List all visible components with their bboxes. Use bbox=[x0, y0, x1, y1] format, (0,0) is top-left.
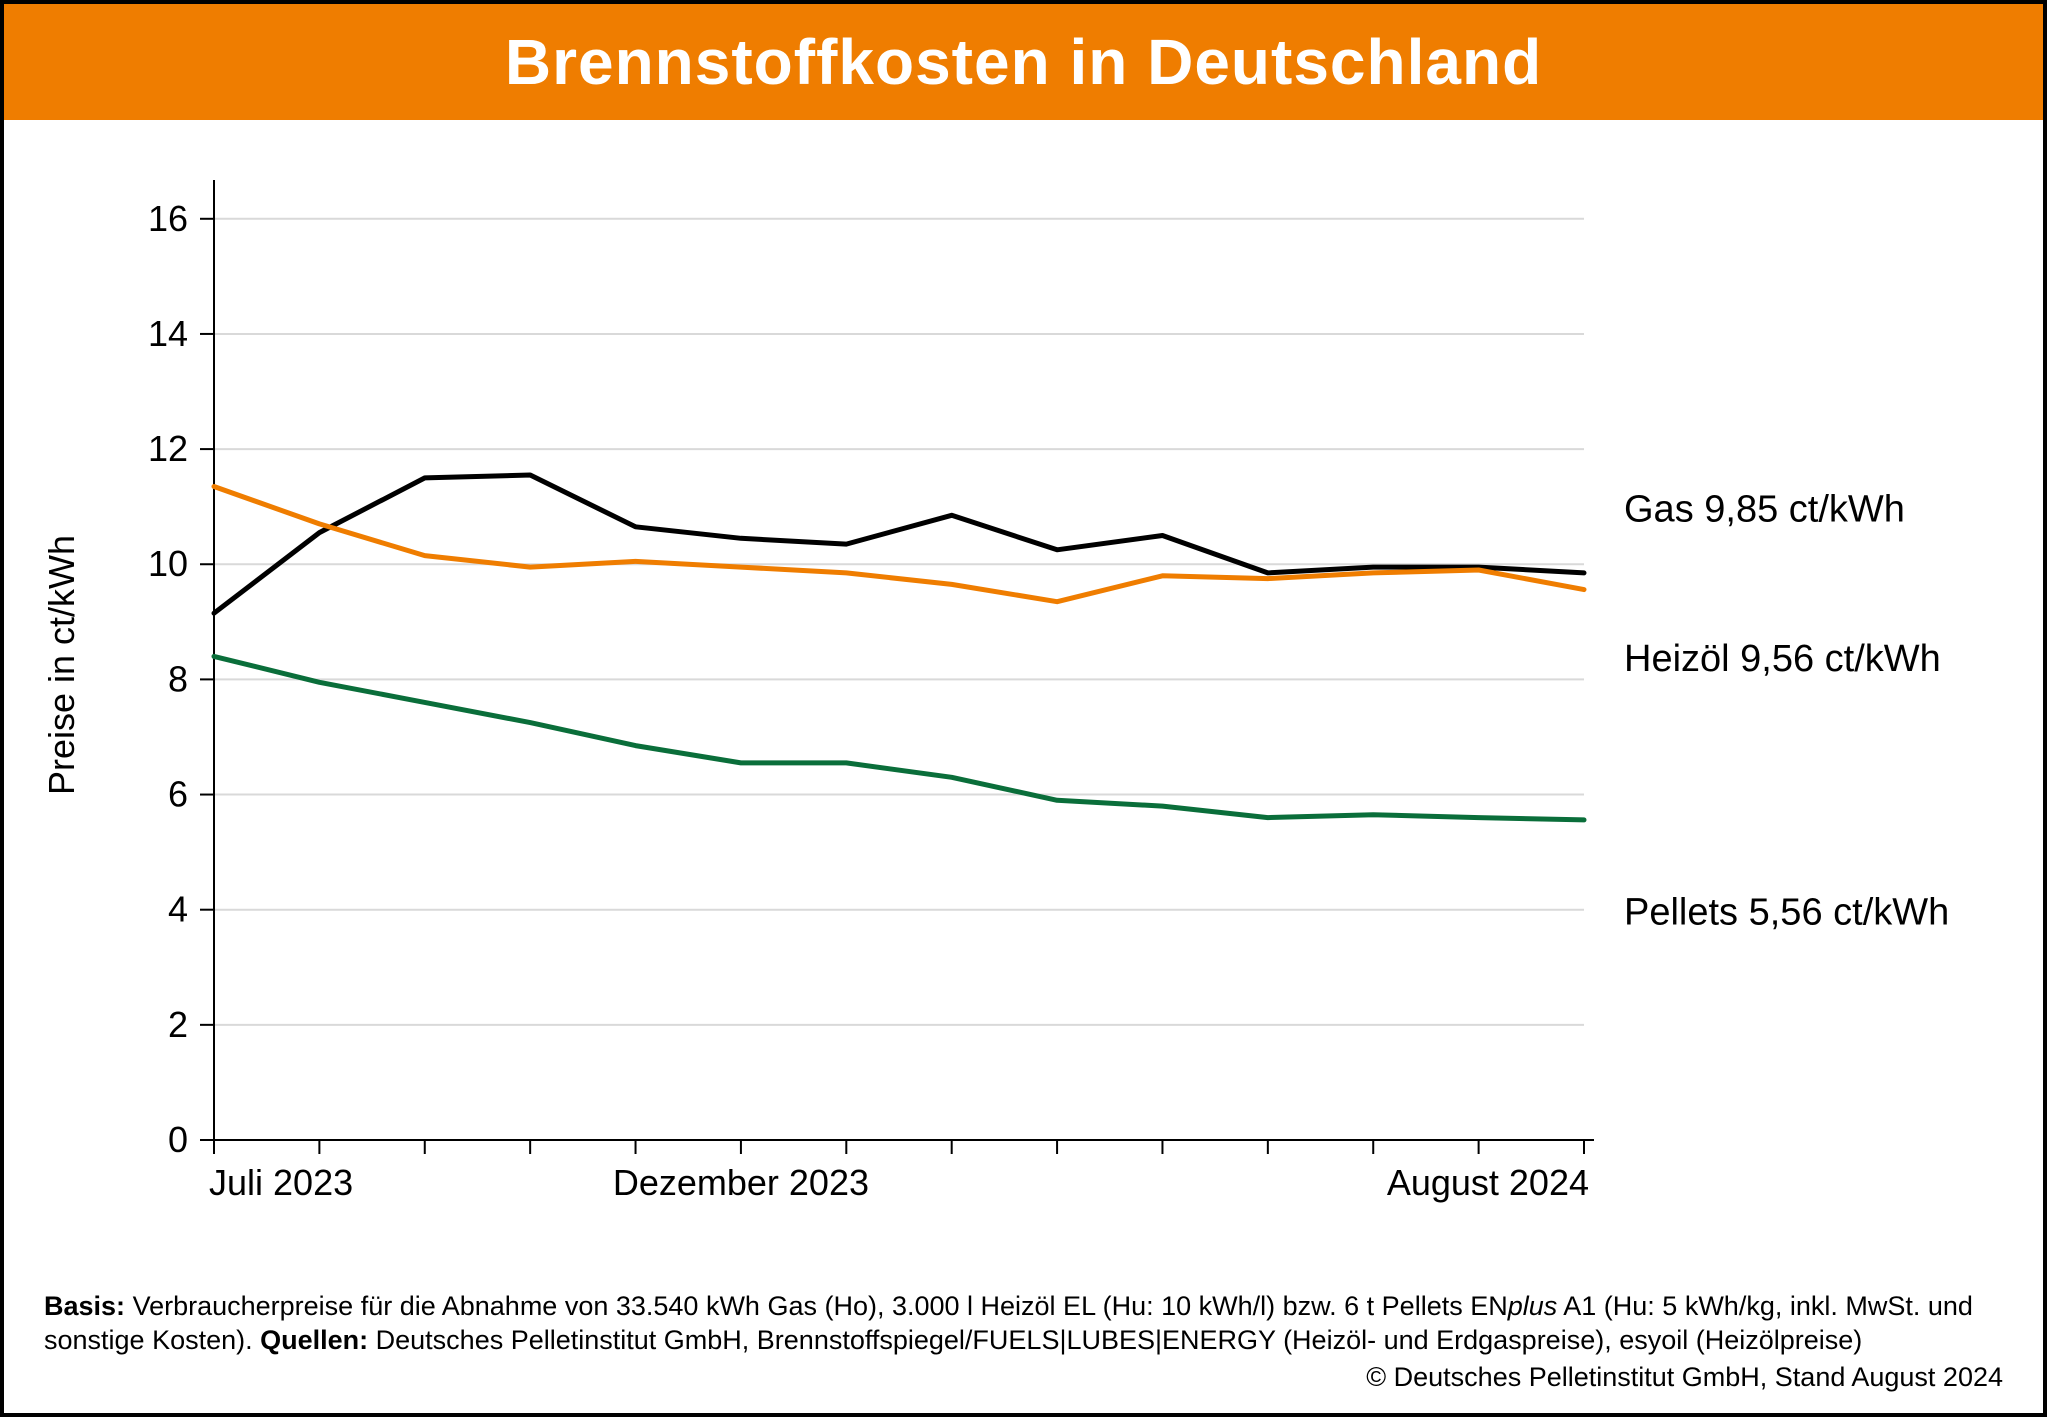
svg-text:Pellets 5,56 ct/kWh: Pellets 5,56 ct/kWh bbox=[1624, 892, 1949, 934]
chart-area: 0 2 4 6 8 10 12 14 16 Juli 2023 Dezember 2023 Augus… bbox=[4, 120, 2043, 1280]
svg-text:Heizöl 9,56 ct/kWh: Heizöl 9,56 ct/kWh bbox=[1624, 638, 1941, 680]
basis-text-italic: plus bbox=[1508, 1291, 1558, 1321]
copyright-text: © Deutsches Pelletinstitut GmbH, Stand A… bbox=[44, 1361, 2003, 1395]
quellen-text: Deutsches Pelletinstitut GmbH, Brennstof… bbox=[368, 1325, 1862, 1355]
svg-text:0: 0 bbox=[168, 1119, 188, 1160]
chart-title: Brennstoffkosten in Deutschland bbox=[505, 25, 1542, 99]
svg-text:Preise in ct/kWh: Preise in ct/kWh bbox=[41, 535, 82, 795]
basis-label: Basis: bbox=[44, 1291, 125, 1321]
svg-text:12: 12 bbox=[148, 428, 188, 469]
svg-text:Dezember 2023: Dezember 2023 bbox=[613, 1162, 869, 1203]
title-bar: Brennstoffkosten in Deutschland bbox=[4, 4, 2043, 120]
svg-text:14: 14 bbox=[148, 313, 188, 354]
svg-text:10: 10 bbox=[148, 543, 188, 584]
svg-text:6: 6 bbox=[168, 774, 188, 815]
svg-text:Gas 9,85 ct/kWh: Gas 9,85 ct/kWh bbox=[1624, 489, 1905, 531]
svg-text:2: 2 bbox=[168, 1004, 188, 1045]
chart-svg: 0 2 4 6 8 10 12 14 16 Juli 2023 Dezember 2023 Augus… bbox=[4, 120, 2043, 1280]
svg-text:4: 4 bbox=[168, 889, 188, 930]
svg-text:16: 16 bbox=[148, 198, 188, 239]
quellen-label: Quellen: bbox=[260, 1325, 368, 1355]
basis-text-1: Verbraucherpreise für die Abnahme von 33… bbox=[133, 1291, 1508, 1321]
svg-text:Juli 2023: Juli 2023 bbox=[209, 1162, 353, 1203]
svg-text:8: 8 bbox=[168, 658, 188, 699]
footer-notes: Basis: Verbraucherpreise für die Abnahme… bbox=[44, 1290, 2003, 1395]
svg-text:August 2024: August 2024 bbox=[1387, 1162, 1589, 1203]
chart-container: Brennstoffkosten in Deutschland 0 2 4 6 8 10 1… bbox=[0, 0, 2047, 1417]
